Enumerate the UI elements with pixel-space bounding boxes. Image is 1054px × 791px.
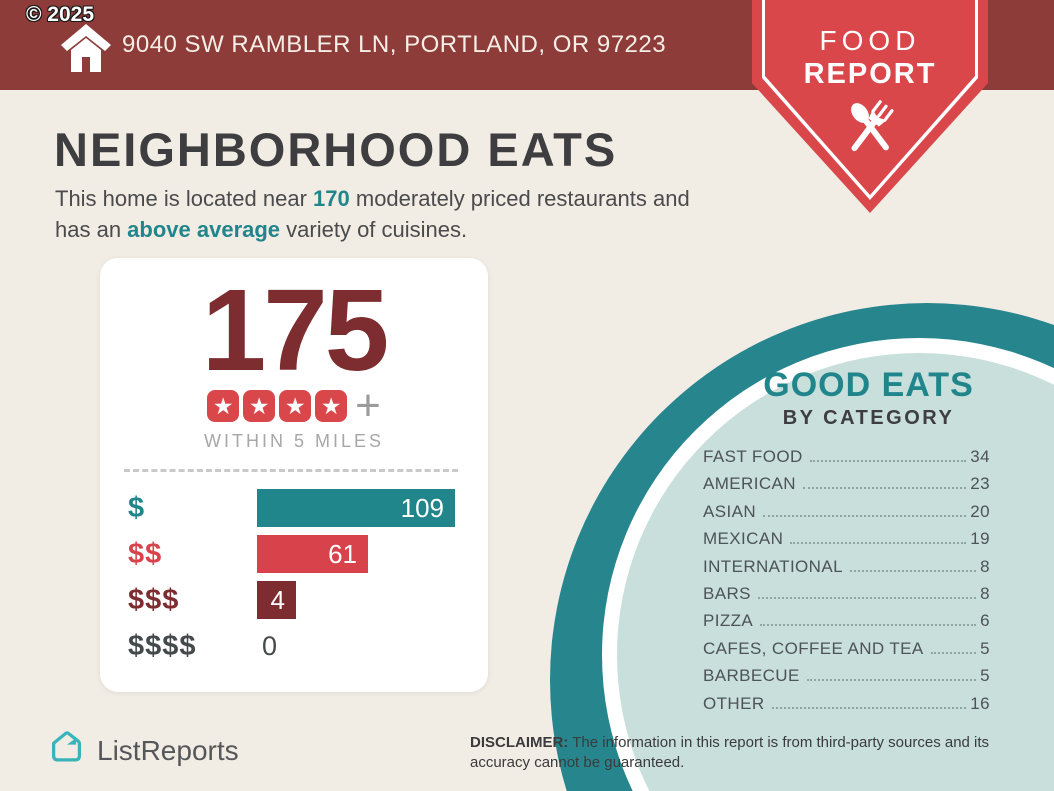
page-title: NEIGHBORHOOD EATS <box>54 123 618 176</box>
category-value: 6 <box>980 611 990 631</box>
variety-highlight: above average <box>127 216 281 242</box>
category-row: MEXICAN 19 <box>703 529 990 556</box>
intro-text-part1: This home is located near <box>55 186 314 211</box>
good-eats-subtitle: BY CATEGORY <box>782 407 955 429</box>
intro-text: This home is located near 170 moderately… <box>55 184 755 246</box>
price-bar-value: 4 <box>270 584 285 615</box>
price-bar: 109 <box>257 489 455 527</box>
category-value: 20 <box>970 501 990 521</box>
price-bar-row: $$$$ 0 <box>128 623 488 669</box>
intro-text-part4: variety of cuisines. <box>280 216 468 242</box>
price-tier-label: $$$ <box>128 583 180 616</box>
category-row: PIZZA 6 <box>703 611 990 638</box>
star-icon: ★ <box>207 390 240 422</box>
price-bar-row: $$$ 4 <box>128 577 488 623</box>
disclaimer-label: DISCLAIMER: <box>470 734 569 751</box>
disclaimer-text: The information in this report is from t… <box>470 734 990 772</box>
radius-label: WITHIN 5 MILES <box>203 431 384 451</box>
listreports-wordmark: ListReports <box>97 734 239 766</box>
good-eats-title: GOOD EATS <box>763 366 974 404</box>
price-bar: 4 <box>257 581 296 619</box>
intro-text-part3: has an <box>55 216 128 242</box>
food-report-badge: FOOD REPORT <box>752 0 988 213</box>
category-label: BARBECUE <box>703 666 800 686</box>
dotted-leader <box>757 596 977 599</box>
listreports-logo: ListReports <box>46 727 239 774</box>
star-rating: ★ ★ ★ ★ <box>207 390 348 422</box>
star-icon: ★ <box>279 390 312 422</box>
category-row: CAFES, COFFEE AND TEA 5 <box>703 639 990 666</box>
good-eats-panel: GOOD EATS BY CATEGORY FAST FOOD 34 AMERICA… <box>703 366 990 721</box>
dotted-leader <box>849 569 977 572</box>
price-bar-row: $109 <box>128 485 488 531</box>
price-tier-label: $ <box>128 491 146 524</box>
price-bar-value: 0 <box>262 630 278 661</box>
restaurant-stats-card: 175 ★ ★ ★ ★ + WITHIN 5 MILES $109 $$ 61 $$$ 4 $$… <box>100 258 488 692</box>
restaurant-total: 175 <box>201 265 390 395</box>
category-value: 5 <box>980 666 990 686</box>
price-bar-value: 61 <box>328 538 357 569</box>
category-row: INTERNATIONAL 8 <box>703 557 990 584</box>
copyright-watermark: © 2025 <box>26 3 95 26</box>
badge-title-food: FOOD <box>819 25 921 56</box>
category-label: PIZZA <box>703 611 754 631</box>
category-value: 34 <box>970 447 990 466</box>
category-value: 5 <box>980 638 990 658</box>
price-bar-row: $$ 61 <box>128 531 488 577</box>
listreports-icon <box>46 727 88 774</box>
category-label: ASIAN <box>703 501 757 521</box>
dotted-leader <box>802 487 967 490</box>
dotted-leader <box>771 706 967 709</box>
star-icon: ★ <box>315 390 348 422</box>
category-value: 8 <box>980 583 990 603</box>
price-tier-label: $$$$ <box>128 629 197 662</box>
restaurant-count: 170 <box>313 186 350 211</box>
house-icon <box>60 23 112 78</box>
category-row: FAST FOOD 34 <box>703 447 990 474</box>
price-tier-label: $$ <box>128 537 163 570</box>
badge-title-report: REPORT <box>803 58 937 90</box>
category-row: BARS 8 <box>703 584 990 611</box>
category-row: ASIAN 20 <box>703 502 990 529</box>
category-value: 8 <box>980 556 990 576</box>
category-label: CAFES, COFFEE AND TEA <box>703 638 924 658</box>
disclaimer: DISCLAIMER: The information in this repo… <box>470 733 1018 774</box>
dotted-leader <box>760 624 977 627</box>
dotted-leader <box>806 679 977 682</box>
price-bar-value: 109 <box>400 492 444 523</box>
dotted-leader <box>809 460 967 462</box>
dashed-divider <box>124 469 458 472</box>
category-label: FAST FOOD <box>703 447 803 466</box>
category-label: AMERICAN <box>703 474 796 494</box>
category-label: BARS <box>703 583 751 603</box>
category-label: MEXICAN <box>703 529 784 549</box>
utensils-icon <box>752 99 988 170</box>
property-address: 9040 SW RAMBLER LN, PORTLAND, OR 97223 <box>122 31 667 58</box>
price-bar: 61 <box>257 535 368 573</box>
category-row: AMERICAN 23 <box>703 474 990 501</box>
category-value: 19 <box>970 529 990 549</box>
category-list: FAST FOOD 34 AMERICAN 23 ASIAN 20 MEXICAN 19 INT… <box>703 447 990 721</box>
category-value: 23 <box>970 474 990 494</box>
dotted-leader <box>930 651 977 654</box>
category-row: OTHER 16 <box>703 694 990 721</box>
intro-text-part2: moderately priced restaurants and <box>349 186 690 211</box>
plus-sign: + <box>355 381 381 430</box>
dotted-leader <box>763 514 967 517</box>
rating-row: ★ ★ ★ ★ + <box>100 381 488 430</box>
price-bars: $109 $$ 61 $$$ 4 $$$$ 0 <box>100 485 488 669</box>
dotted-leader <box>790 542 967 545</box>
category-label: OTHER <box>703 693 765 713</box>
category-value: 16 <box>970 693 990 713</box>
star-icon: ★ <box>243 390 276 422</box>
category-label: INTERNATIONAL <box>703 556 843 576</box>
category-row: BARBECUE 5 <box>703 666 990 693</box>
